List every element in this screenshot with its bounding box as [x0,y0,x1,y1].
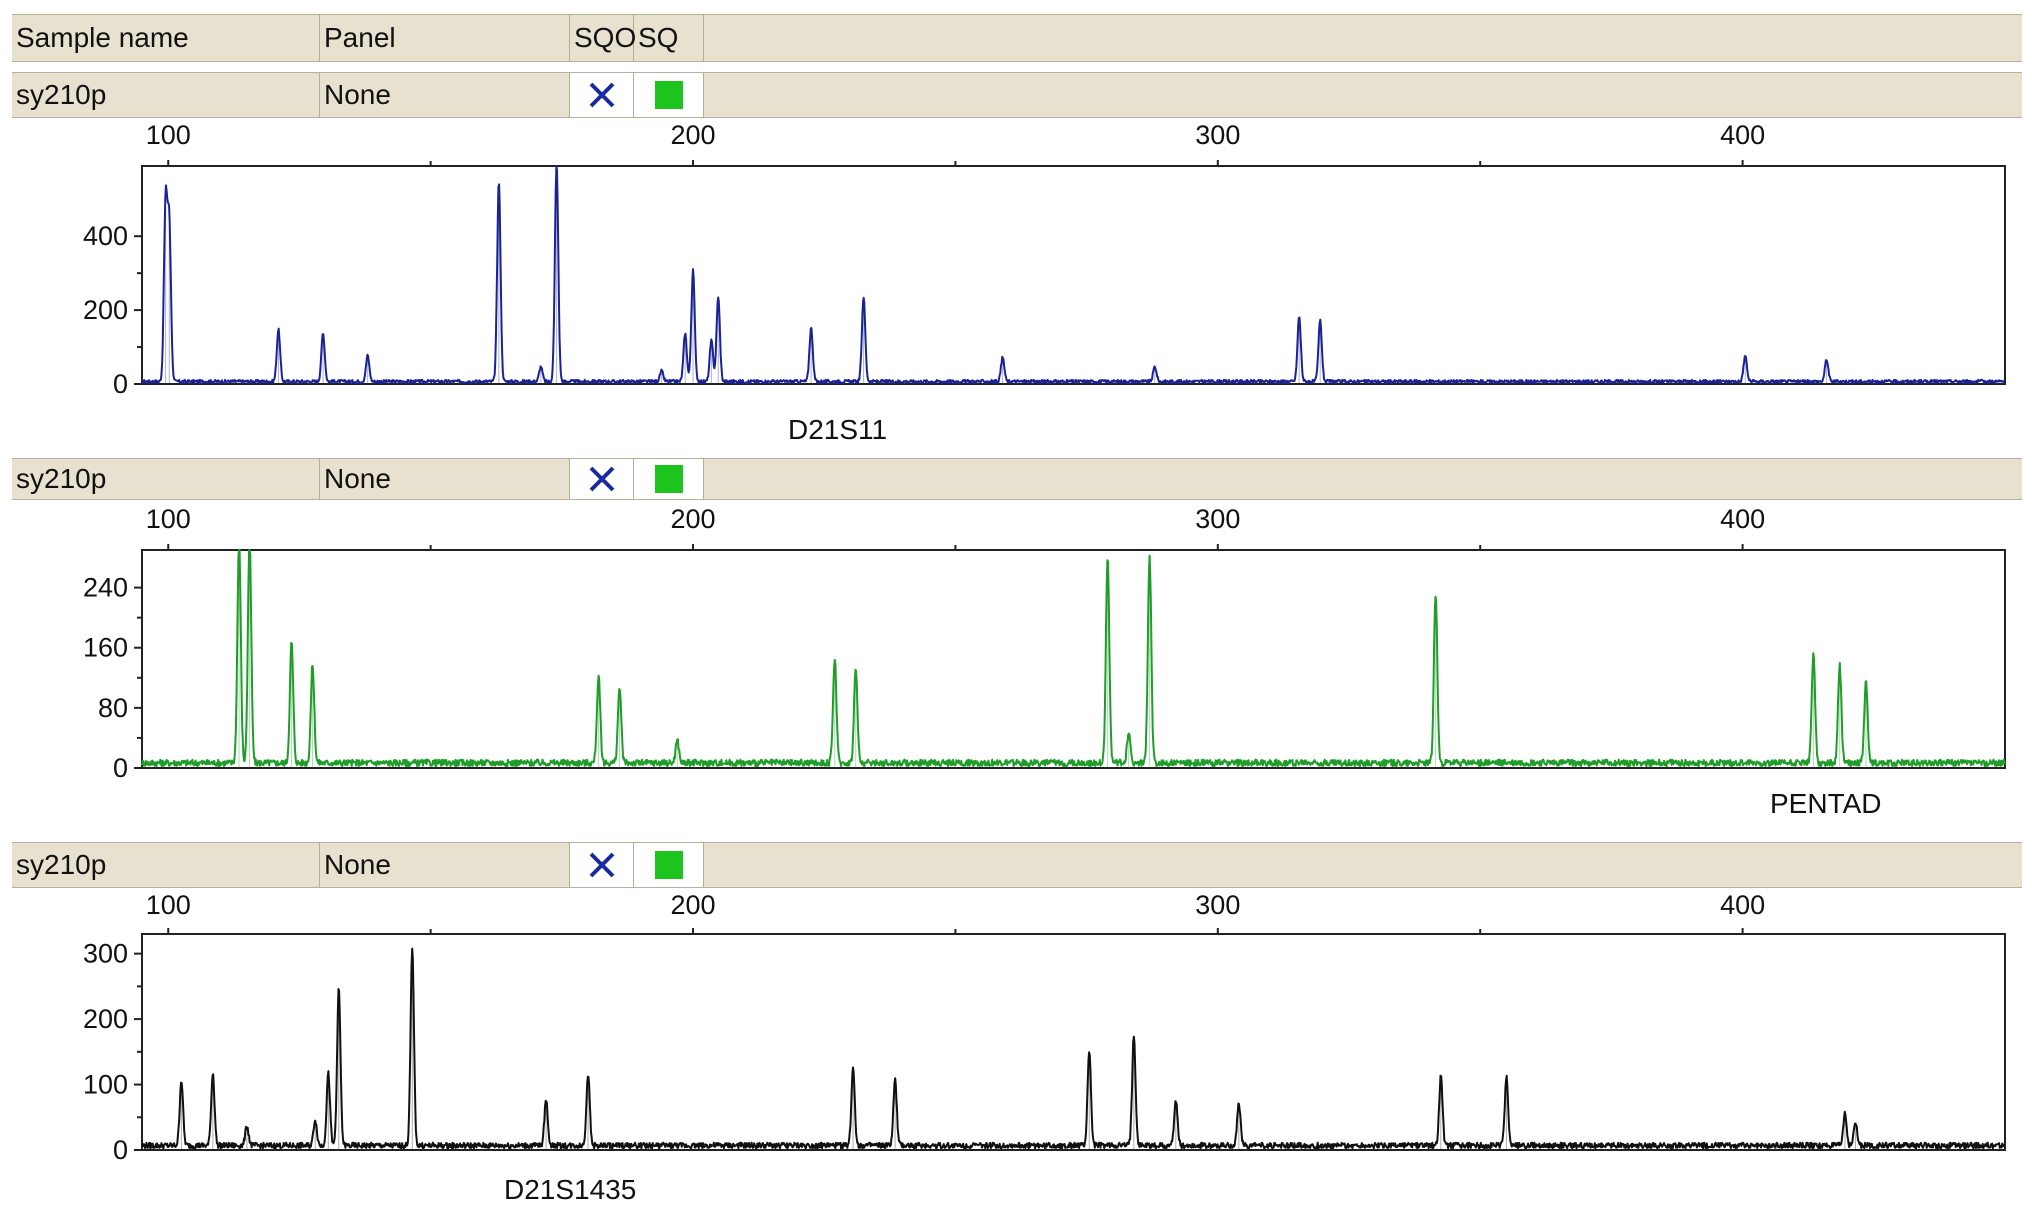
x-tick-label: 100 [146,120,191,150]
electropherogram-chart-2: 100 200 300 400 0 80 160 240 [83,504,2006,783]
signal-trace [141,549,2006,768]
electropherogram-chart-3: 100 200 300 400 0 100 200 300 [83,890,2006,1165]
x-tick-label: 100 [146,890,191,920]
x-tick-label: 200 [670,120,715,150]
sample-name-cell: sy210p [12,843,320,887]
sqo-x-icon[interactable] [570,73,634,117]
marker-label: D21S11 [788,414,888,445]
sq-green-square-icon[interactable] [634,459,704,499]
y-tick-label: 160 [83,633,128,663]
y-tick-label: 200 [83,1004,128,1034]
plot-frame [141,549,2006,769]
sq-green-square-icon[interactable] [634,843,704,887]
x-tick-label: 300 [1195,504,1240,534]
plot-frame [141,165,2006,385]
x-tick-label: 300 [1195,890,1240,920]
sample-name-cell: sy210p [12,73,320,117]
signal-trace [141,165,2006,385]
col-header-sample-name[interactable]: Sample name [12,15,320,61]
y-tick-label: 240 [83,573,128,603]
panel-cell: None [320,73,570,117]
signal-trace [141,947,2006,1150]
col-header-sq[interactable]: SQ [634,15,704,61]
x-tick-label: 400 [1720,120,1765,150]
y-tick-label: 0 [113,369,128,399]
column-header: Sample name Panel SQO SQ [12,14,2022,62]
sample-row-3[interactable]: sy210p None [12,842,2022,888]
sq-green-square-icon[interactable] [634,73,704,117]
plot-frame [141,933,2006,1151]
sample-row-2[interactable]: sy210p None [12,458,2022,500]
sqo-x-icon[interactable] [570,459,634,499]
marker-label: D21S1435 [504,1174,637,1205]
y-tick-label: 100 [83,1070,128,1100]
panel-cell: None [320,843,570,887]
sqo-x-icon[interactable] [570,843,634,887]
x-tick-label: 300 [1195,120,1240,150]
x-tick-label: 400 [1720,504,1765,534]
x-tick-label: 100 [146,504,191,534]
y-tick-label: 0 [113,753,128,783]
x-tick-label: 200 [670,504,715,534]
y-tick-label: 300 [83,939,128,969]
x-tick-label: 400 [1720,890,1765,920]
sample-name-cell: sy210p [12,459,320,499]
marker-label: PENTAD [1770,788,1882,819]
y-tick-label: 400 [83,221,128,251]
y-tick-label: 0 [113,1135,128,1165]
electropherogram-chart-1: 100 200 300 400 0 200 400 [83,120,2006,399]
y-tick-label: 200 [83,295,128,325]
panel-cell: None [320,459,570,499]
col-header-sqo[interactable]: SQO [570,15,636,61]
x-tick-label: 200 [670,890,715,920]
sample-row-1[interactable]: sy210p None [12,72,2022,118]
y-tick-label: 80 [98,693,128,723]
col-header-panel[interactable]: Panel [320,15,570,61]
